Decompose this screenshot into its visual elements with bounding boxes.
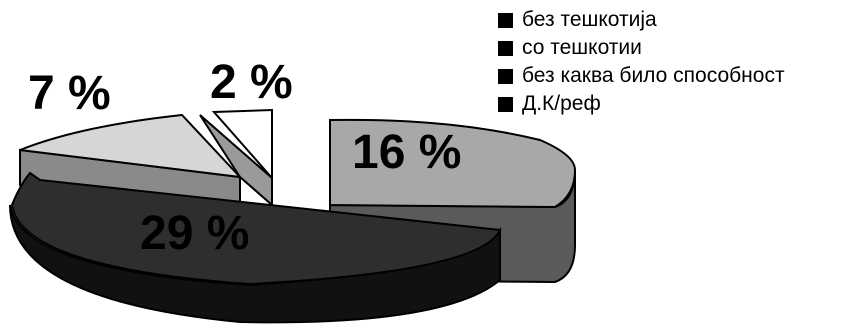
legend-label: без каква било способност	[522, 64, 785, 87]
slice-7-top	[19, 113, 243, 179]
label-29: 29 %	[140, 207, 249, 260]
legend-swatch	[498, 40, 513, 56]
label-2: 2 %	[210, 56, 293, 109]
label-7: 7 %	[28, 67, 111, 120]
slice-29	[9, 171, 502, 324]
label-16: 16 %	[352, 126, 461, 179]
slice-2	[211, 108, 273, 181]
legend-item: без каква било способност	[498, 62, 785, 90]
legend-item: Д.К/реф	[498, 90, 785, 118]
legend-swatch	[498, 12, 513, 28]
legend-item: без тешкотија	[498, 6, 785, 34]
legend-label: со тешкотии	[522, 36, 642, 59]
slice-29-side	[9, 204, 501, 324]
legend-swatch	[498, 96, 513, 112]
legend-label: без тешкотија	[522, 8, 657, 31]
slice-29-top	[10, 171, 502, 286]
legend: без тешкотија со тешкотии без каква било…	[498, 6, 785, 118]
slice-16-top	[329, 118, 577, 209]
legend-swatch	[498, 68, 513, 84]
legend-label: Д.К/реф	[522, 92, 601, 115]
legend-item: со тешкотии	[498, 34, 785, 62]
